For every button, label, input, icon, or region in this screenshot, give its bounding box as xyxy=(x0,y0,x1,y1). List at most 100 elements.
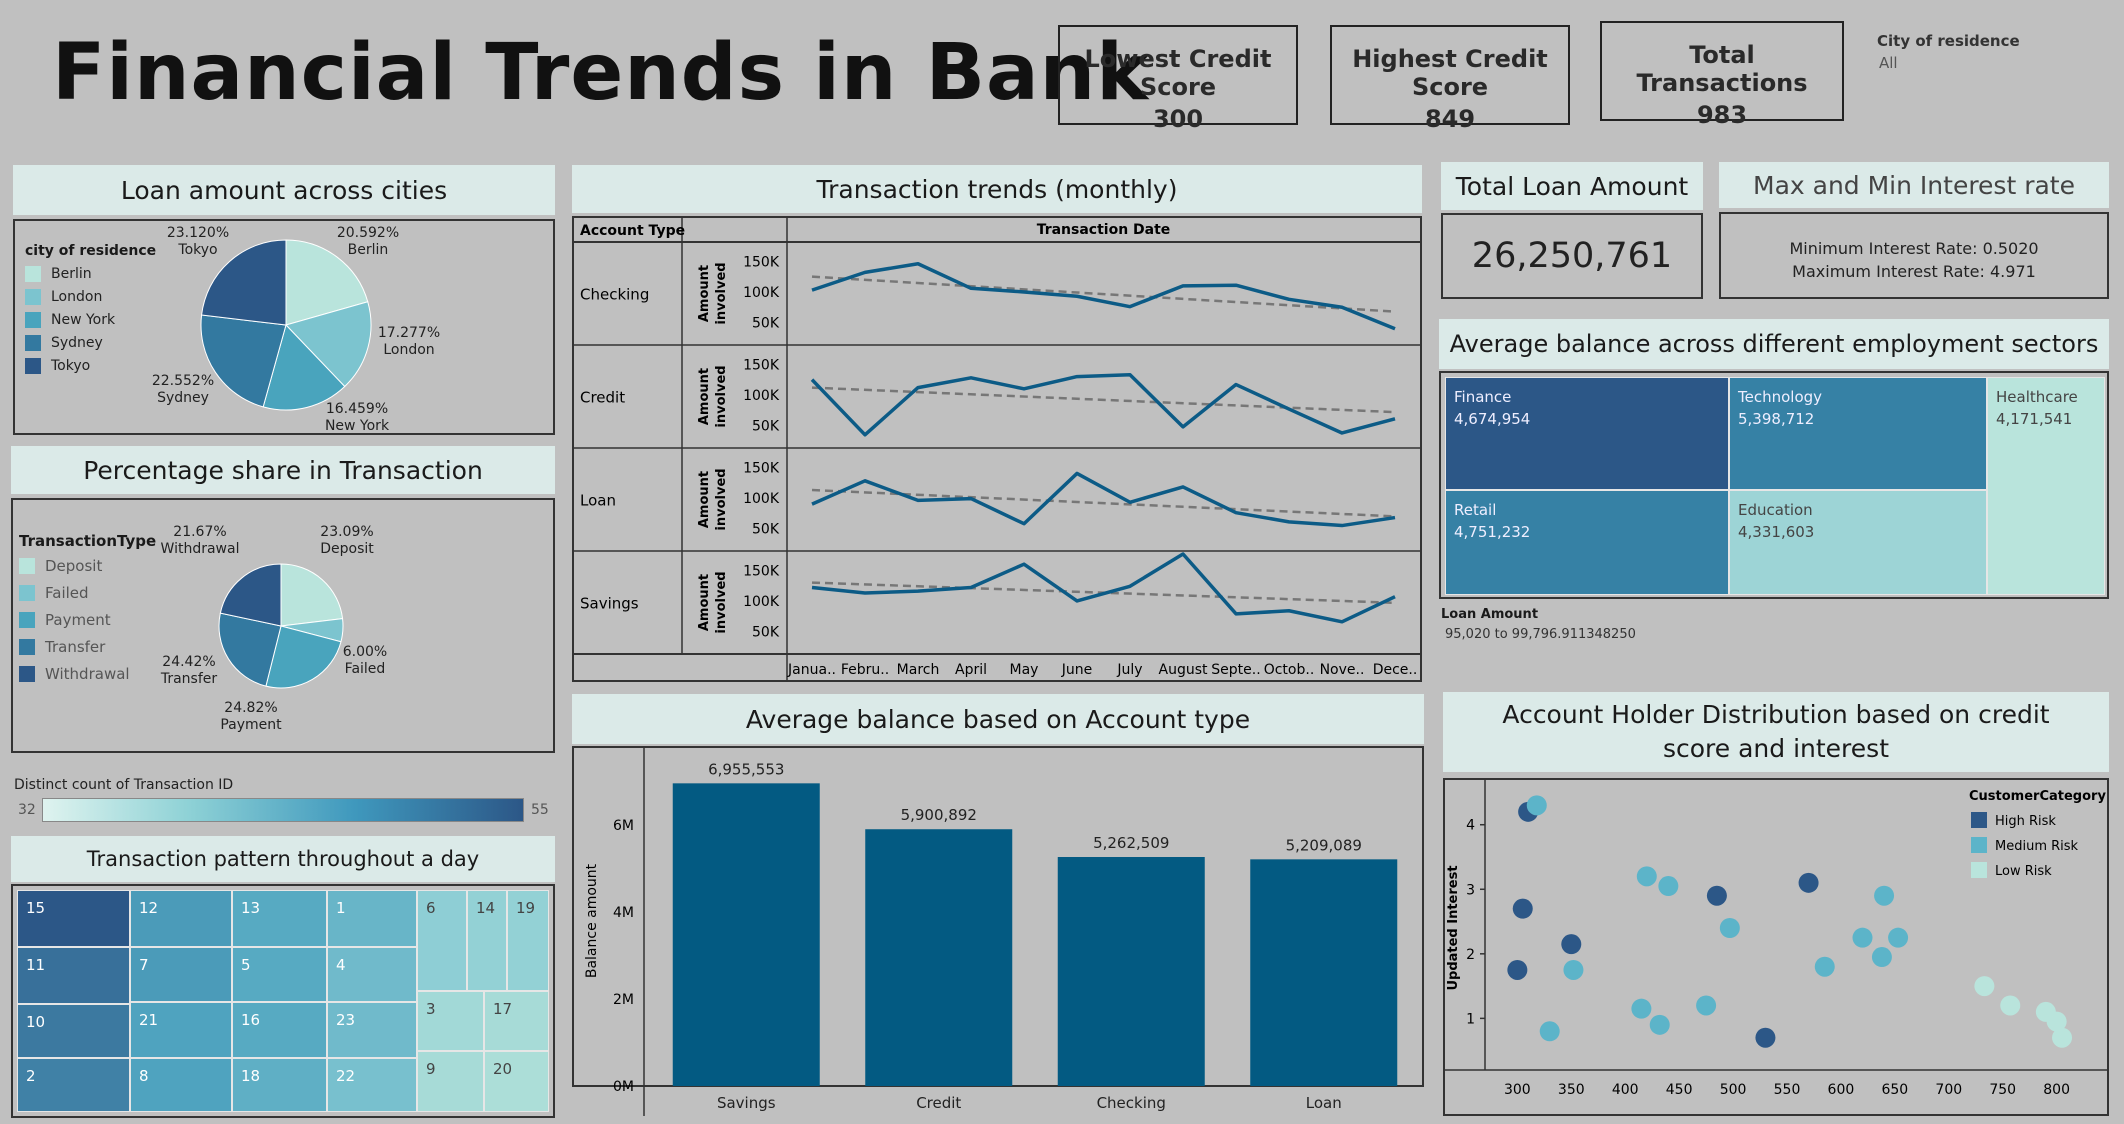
city-filter[interactable]: City of residence All xyxy=(1877,32,2020,72)
transaction-share-slice-payment[interactable] xyxy=(265,625,342,689)
loan-cities-slice-berlin[interactable] xyxy=(285,239,369,326)
loan-cities-legend-title: city of residence xyxy=(25,243,157,259)
axis-label-line: Amount xyxy=(697,368,712,425)
scatter-point-low-risk[interactable] xyxy=(2046,1011,2067,1032)
bar-savings[interactable] xyxy=(672,783,820,1086)
transaction-share-slice-withdrawal[interactable] xyxy=(219,563,282,627)
scatter-point-medium-risk[interactable] xyxy=(1636,866,1657,887)
bar-checking[interactable] xyxy=(1057,857,1205,1086)
scatter-point-medium-risk[interactable] xyxy=(1563,959,1584,980)
hour-cell-23[interactable]: 23 xyxy=(327,1002,417,1058)
bars-ytick: 0M xyxy=(613,1079,634,1095)
hour-cell-17[interactable]: 17 xyxy=(484,991,549,1051)
bar-value-label: 5,900,892 xyxy=(901,806,977,824)
hour-cell-5[interactable]: 5 xyxy=(232,947,327,1002)
trends-month-label: Nove.. xyxy=(1320,662,1365,678)
hour-cell-8[interactable]: 8 xyxy=(130,1058,232,1112)
scatter-point-medium-risk[interactable] xyxy=(1649,1014,1670,1035)
scatter-point-high-risk[interactable] xyxy=(1507,959,1528,980)
transaction-share-legend-payment[interactable]: Payment xyxy=(19,611,156,629)
scatter-point-medium-risk[interactable] xyxy=(1888,927,1909,948)
loan-cities-legend-berlin[interactable]: Berlin xyxy=(25,266,156,282)
city-filter-value[interactable]: All xyxy=(1879,54,1898,72)
scatter-point-medium-risk[interactable] xyxy=(1874,885,1895,906)
scatter-point-low-risk[interactable] xyxy=(2000,995,2021,1016)
axis-label-line: involved xyxy=(714,468,729,530)
scatter-point-high-risk[interactable] xyxy=(1561,934,1582,955)
legend-label: London xyxy=(51,289,103,305)
transaction-share-legend-failed[interactable]: Failed xyxy=(19,584,156,602)
hour-cell-22[interactable]: 22 xyxy=(327,1058,417,1112)
scatter-point-medium-risk[interactable] xyxy=(1539,1021,1560,1042)
loan-cities-slice-london[interactable] xyxy=(285,301,372,388)
hour-cell-20[interactable]: 20 xyxy=(484,1051,549,1112)
transaction-share-legend-transfer[interactable]: Transfer xyxy=(19,638,156,656)
transaction-share-legend-withdrawal[interactable]: Withdrawal xyxy=(19,665,156,683)
trends-ytick: 50K xyxy=(752,522,780,538)
hour-cell-10[interactable]: 10 xyxy=(17,1004,130,1058)
hour-cell-3[interactable]: 3 xyxy=(417,991,484,1051)
hour-cell-6[interactable]: 6 xyxy=(417,890,467,991)
hour-cell-2[interactable]: 2 xyxy=(17,1058,130,1112)
scatter-point-medium-risk[interactable] xyxy=(1631,998,1652,1019)
hour-cell-1[interactable]: 1 xyxy=(327,890,417,947)
loan-cities-panel: city of residence Berlin London New York Sy… xyxy=(13,219,555,435)
scatter-legend-low-risk[interactable]: Low Risk xyxy=(1995,864,2052,879)
hour-cell-16[interactable]: 16 xyxy=(232,1002,327,1058)
loan-cities-legend-tokyo[interactable]: Tokyo xyxy=(25,358,156,374)
loan-cities-legend-london[interactable]: London xyxy=(25,289,156,305)
legend-swatch xyxy=(25,312,41,328)
hour-cell-21[interactable]: 21 xyxy=(130,1002,232,1058)
slice-pct: 23.120% xyxy=(167,225,229,241)
transaction-share-slice-deposit[interactable] xyxy=(280,563,344,627)
sector-cell-retail[interactable]: Retail 4,751,232 xyxy=(1445,490,1729,595)
scatter-legend-medium-risk[interactable]: Medium Risk xyxy=(1995,839,2079,854)
scatter-point-medium-risk[interactable] xyxy=(1814,956,1835,977)
scatter-point-high-risk[interactable] xyxy=(1798,872,1819,893)
sector-cell-healthcare[interactable]: Healthcare 4,171,541 xyxy=(1987,377,2105,595)
hour-cell-14[interactable]: 14 xyxy=(467,890,507,991)
hour-cell-18[interactable]: 18 xyxy=(232,1058,327,1112)
bar-loan[interactable] xyxy=(1250,859,1398,1086)
slice-name: Deposit xyxy=(320,541,374,557)
scatter-point-low-risk[interactable] xyxy=(2052,1027,2073,1048)
hour-cell-11[interactable]: 11 xyxy=(17,947,130,1004)
hour-cell-13[interactable]: 13 xyxy=(232,890,327,947)
distinct-count-max: 55 xyxy=(531,802,549,818)
hour-cell-9[interactable]: 9 xyxy=(417,1051,484,1112)
loan-cities-legend-new-york[interactable]: New York xyxy=(25,312,156,328)
hour-cell-19[interactable]: 19 xyxy=(507,890,549,991)
kpi-label: Lowest Credit Score xyxy=(1084,45,1272,101)
bar-category-label: Checking xyxy=(1097,1094,1166,1112)
trend-line-credit[interactable] xyxy=(810,372,1396,437)
trend-line-savings[interactable] xyxy=(811,552,1396,624)
hour-cell-4[interactable]: 4 xyxy=(327,947,417,1002)
scatter-point-low-risk[interactable] xyxy=(1974,976,1995,997)
bar-credit[interactable] xyxy=(865,829,1013,1086)
sector-cell-education[interactable]: Education 4,331,603 xyxy=(1729,490,1987,595)
scatter-point-medium-risk[interactable] xyxy=(1658,876,1679,897)
scatter-point-medium-risk[interactable] xyxy=(1696,995,1717,1016)
scatter-point-high-risk[interactable] xyxy=(1755,1027,1776,1048)
hour-cell-7[interactable]: 7 xyxy=(130,947,232,1002)
scatter-point-medium-risk[interactable] xyxy=(1719,918,1740,938)
sector-cell-technology[interactable]: Technology 5,398,712 xyxy=(1729,377,1987,490)
transaction-share-slice-transfer[interactable] xyxy=(218,612,282,687)
scatter-legend-high-risk[interactable]: High Risk xyxy=(1995,814,2056,829)
loan-cities-slice-sydney[interactable] xyxy=(200,314,287,408)
loan-cities-slice-tokyo[interactable] xyxy=(201,239,287,326)
scatter-point-medium-risk[interactable] xyxy=(1871,947,1892,968)
scatter-point-medium-risk[interactable] xyxy=(1526,795,1547,816)
scatter-point-high-risk[interactable] xyxy=(1512,898,1533,919)
sector-cell-finance[interactable]: Finance 4,674,954 xyxy=(1445,377,1729,490)
hour-cell-15[interactable]: 15 xyxy=(17,890,130,947)
transaction-share-legend-deposit[interactable]: Deposit xyxy=(19,557,156,575)
scatter-point-high-risk[interactable] xyxy=(1706,885,1727,906)
loan-cities-slice-new-york[interactable] xyxy=(262,324,346,411)
trendline-checking xyxy=(811,275,1396,313)
trend-line-loan[interactable] xyxy=(811,471,1396,528)
hour-cell-12[interactable]: 12 xyxy=(130,890,232,947)
scatter-point-medium-risk[interactable] xyxy=(1852,927,1873,948)
trend-line-checking[interactable] xyxy=(811,262,1396,331)
loan-cities-legend-sydney[interactable]: Sydney xyxy=(25,335,156,351)
